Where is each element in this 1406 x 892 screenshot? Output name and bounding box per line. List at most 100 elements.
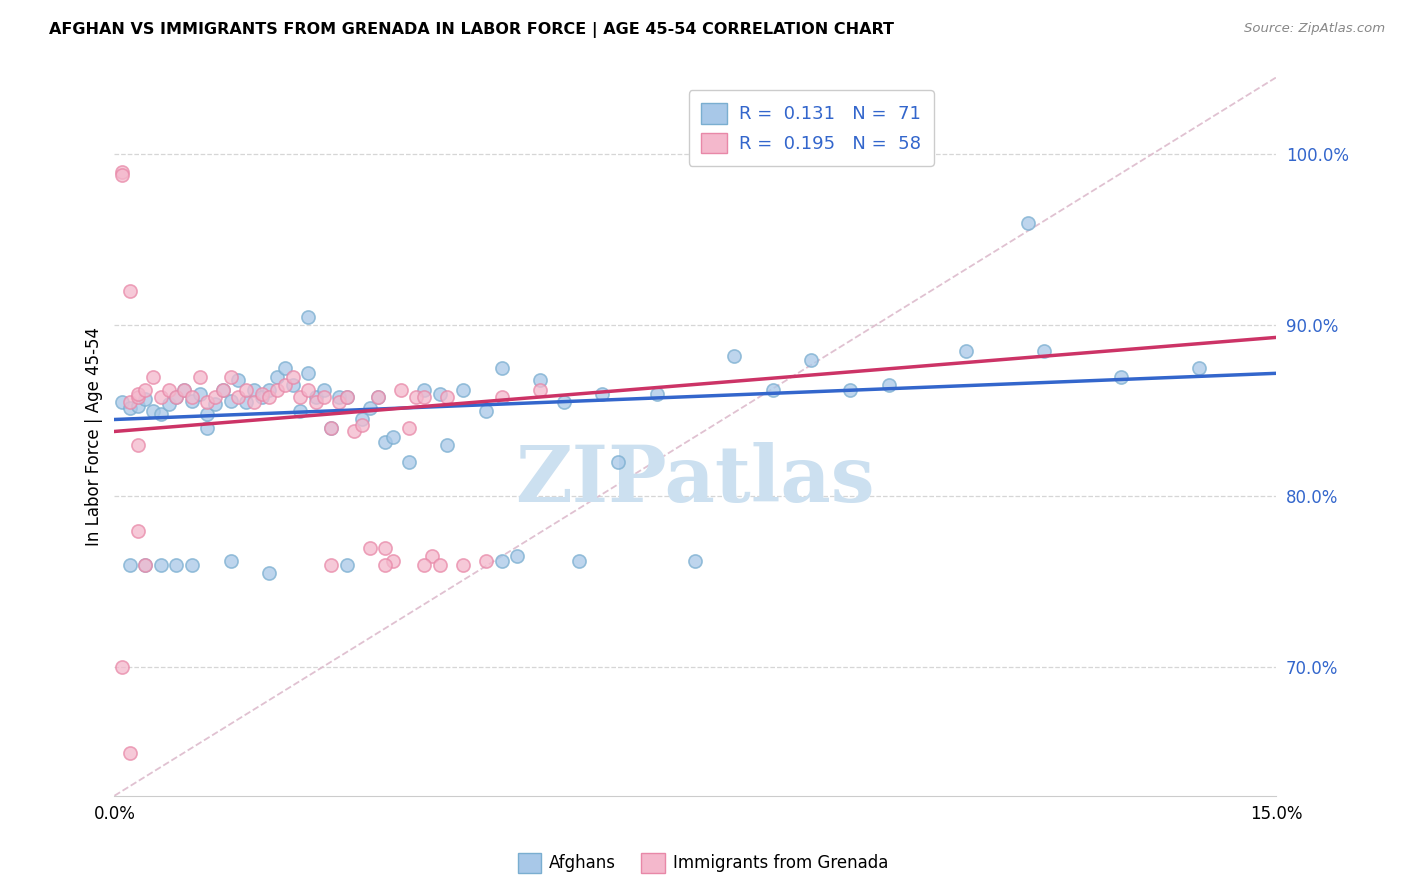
Point <box>451 558 474 572</box>
Point <box>591 387 613 401</box>
Point <box>290 404 312 418</box>
Point <box>877 378 900 392</box>
Point <box>413 390 436 404</box>
Point <box>413 384 436 398</box>
Point <box>243 395 266 409</box>
Point <box>336 390 359 404</box>
Point <box>367 390 389 404</box>
Point <box>475 404 498 418</box>
Point <box>955 344 977 359</box>
Point <box>111 164 134 178</box>
Text: AFGHAN VS IMMIGRANTS FROM GRENADA IN LABOR FORCE | AGE 45-54 CORRELATION CHART: AFGHAN VS IMMIGRANTS FROM GRENADA IN LAB… <box>49 22 894 38</box>
Point <box>250 387 273 401</box>
Point <box>405 390 427 404</box>
Point <box>374 541 396 555</box>
Point <box>529 384 551 398</box>
Point <box>553 395 575 409</box>
Point <box>180 393 202 408</box>
Point <box>429 387 451 401</box>
Point <box>266 369 288 384</box>
Point <box>266 384 288 398</box>
Point <box>165 390 187 404</box>
Point <box>259 384 281 398</box>
Point <box>359 541 381 555</box>
Point <box>204 397 226 411</box>
Point <box>134 558 156 572</box>
Point <box>398 421 420 435</box>
Point <box>305 395 328 409</box>
Point <box>529 373 551 387</box>
Point <box>219 369 242 384</box>
Legend: Afghans, Immigrants from Grenada: Afghans, Immigrants from Grenada <box>510 847 896 880</box>
Point <box>118 284 141 298</box>
Point <box>134 558 156 572</box>
Point <box>204 390 226 404</box>
Point <box>118 558 141 572</box>
Point <box>228 373 250 387</box>
Point <box>491 390 513 404</box>
Point <box>173 384 195 398</box>
Point <box>436 438 458 452</box>
Point <box>389 384 412 398</box>
Point <box>281 369 304 384</box>
Point <box>367 390 389 404</box>
Point <box>188 387 211 401</box>
Point <box>281 378 304 392</box>
Point <box>321 558 343 572</box>
Point <box>1188 361 1211 376</box>
Point <box>118 746 141 760</box>
Point <box>219 393 242 408</box>
Point <box>312 390 335 404</box>
Point <box>188 369 211 384</box>
Point <box>491 361 513 376</box>
Point <box>374 434 396 449</box>
Point <box>451 384 474 398</box>
Point <box>243 384 266 398</box>
Point <box>683 554 706 568</box>
Point <box>250 390 273 404</box>
Point <box>506 549 529 564</box>
Point <box>195 421 218 435</box>
Point <box>568 554 591 568</box>
Point <box>127 390 149 404</box>
Text: Source: ZipAtlas.com: Source: ZipAtlas.com <box>1244 22 1385 36</box>
Point <box>195 408 218 422</box>
Legend: R =  0.131   N =  71, R =  0.195   N =  58: R = 0.131 N = 71, R = 0.195 N = 58 <box>689 90 934 166</box>
Point <box>180 390 202 404</box>
Point <box>491 554 513 568</box>
Point <box>382 429 405 443</box>
Point <box>111 168 134 182</box>
Point <box>336 390 359 404</box>
Point <box>127 399 149 413</box>
Point <box>321 421 343 435</box>
Point <box>328 395 350 409</box>
Point <box>157 384 180 398</box>
Point <box>290 390 312 404</box>
Point <box>180 558 202 572</box>
Point <box>312 384 335 398</box>
Point <box>352 412 374 426</box>
Point <box>321 421 343 435</box>
Point <box>398 455 420 469</box>
Point <box>118 401 141 415</box>
Point <box>436 390 458 404</box>
Point <box>211 384 233 398</box>
Y-axis label: In Labor Force | Age 45-54: In Labor Force | Age 45-54 <box>86 327 103 546</box>
Point <box>1109 369 1132 384</box>
Point <box>762 384 785 398</box>
Point <box>374 558 396 572</box>
Point <box>149 390 172 404</box>
Point <box>259 566 281 581</box>
Point <box>142 404 165 418</box>
Text: ZIPatlas: ZIPatlas <box>516 442 875 517</box>
Point <box>235 395 257 409</box>
Point <box>645 387 668 401</box>
Point <box>839 384 862 398</box>
Point <box>142 369 165 384</box>
Point <box>118 395 141 409</box>
Point <box>211 384 233 398</box>
Point <box>305 390 328 404</box>
Point <box>352 417 374 432</box>
Point <box>235 384 257 398</box>
Point <box>343 425 366 439</box>
